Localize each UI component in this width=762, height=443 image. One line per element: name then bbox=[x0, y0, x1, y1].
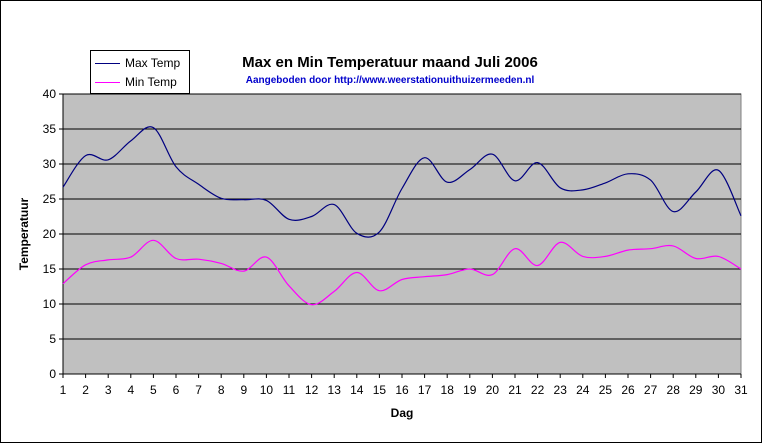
x-tick-label-24: 24 bbox=[576, 383, 590, 397]
y-tick-label-10: 10 bbox=[43, 297, 57, 311]
series-line-max-temp bbox=[62, 126, 742, 238]
x-tick-label-21: 21 bbox=[508, 383, 522, 397]
x-tick-label-4: 4 bbox=[127, 383, 134, 397]
x-tick-label-17: 17 bbox=[418, 383, 432, 397]
chart-title: Max en Min Temperatuur maand Juli 2006 bbox=[242, 54, 538, 71]
y-tick-label-5: 5 bbox=[49, 332, 56, 346]
x-tick-label-27: 27 bbox=[644, 383, 658, 397]
y-tick-label-15: 15 bbox=[43, 262, 57, 276]
x-tick-label-19: 19 bbox=[463, 383, 477, 397]
legend-swatch-max bbox=[95, 63, 120, 64]
x-tick-label-10: 10 bbox=[260, 383, 274, 397]
legend-item-min: Min Temp bbox=[95, 74, 187, 90]
x-tick-label-22: 22 bbox=[531, 383, 545, 397]
x-tick-label-23: 23 bbox=[554, 383, 568, 397]
legend-label-max: Max Temp bbox=[125, 56, 181, 70]
x-tick-label-13: 13 bbox=[328, 383, 342, 397]
x-tick-label-2: 2 bbox=[82, 383, 89, 397]
y-tick-label-0: 0 bbox=[49, 367, 56, 381]
x-tick-label-7: 7 bbox=[195, 383, 202, 397]
legend: Max Temp Min Temp bbox=[90, 50, 190, 94]
legend-item-max: Max Temp bbox=[95, 55, 187, 71]
x-tick-label-15: 15 bbox=[373, 383, 387, 397]
x-tick-label-20: 20 bbox=[486, 383, 500, 397]
legend-swatch-min bbox=[95, 82, 120, 83]
x-tick-label-30: 30 bbox=[712, 383, 726, 397]
x-tick-label-5: 5 bbox=[150, 383, 157, 397]
series-line-min-temp bbox=[62, 239, 742, 306]
x-tick-label-8: 8 bbox=[218, 383, 225, 397]
x-tick-label-26: 26 bbox=[621, 383, 635, 397]
chart-subtitle: Aangeboden door http://www.weerstationui… bbox=[245, 75, 535, 86]
x-tick-label-18: 18 bbox=[441, 383, 455, 397]
x-tick-label-31: 31 bbox=[734, 383, 748, 397]
y-tick-label-35: 35 bbox=[43, 122, 57, 136]
x-tick-label-6: 6 bbox=[173, 383, 180, 397]
x-tick-label-25: 25 bbox=[599, 383, 613, 397]
y-tick-label-20: 20 bbox=[43, 227, 57, 241]
x-axis-label: Dag bbox=[390, 406, 414, 420]
x-tick-label-16: 16 bbox=[395, 383, 409, 397]
x-tick-label-28: 28 bbox=[667, 383, 681, 397]
y-tick-label-25: 25 bbox=[43, 192, 57, 206]
x-tick-label-11: 11 bbox=[283, 383, 296, 397]
x-tick-label-29: 29 bbox=[689, 383, 703, 397]
x-tick-label-14: 14 bbox=[350, 383, 364, 397]
x-tick-label-1: 1 bbox=[60, 383, 67, 397]
y-axis-label: Temperatuur bbox=[17, 197, 31, 271]
x-tick-label-3: 3 bbox=[105, 383, 112, 397]
y-tick-label-30: 30 bbox=[43, 157, 57, 171]
x-tick-label-12: 12 bbox=[305, 383, 319, 397]
y-tick-label-40: 40 bbox=[43, 87, 57, 101]
legend-label-min: Min Temp bbox=[125, 75, 177, 89]
x-tick-label-9: 9 bbox=[240, 383, 247, 397]
